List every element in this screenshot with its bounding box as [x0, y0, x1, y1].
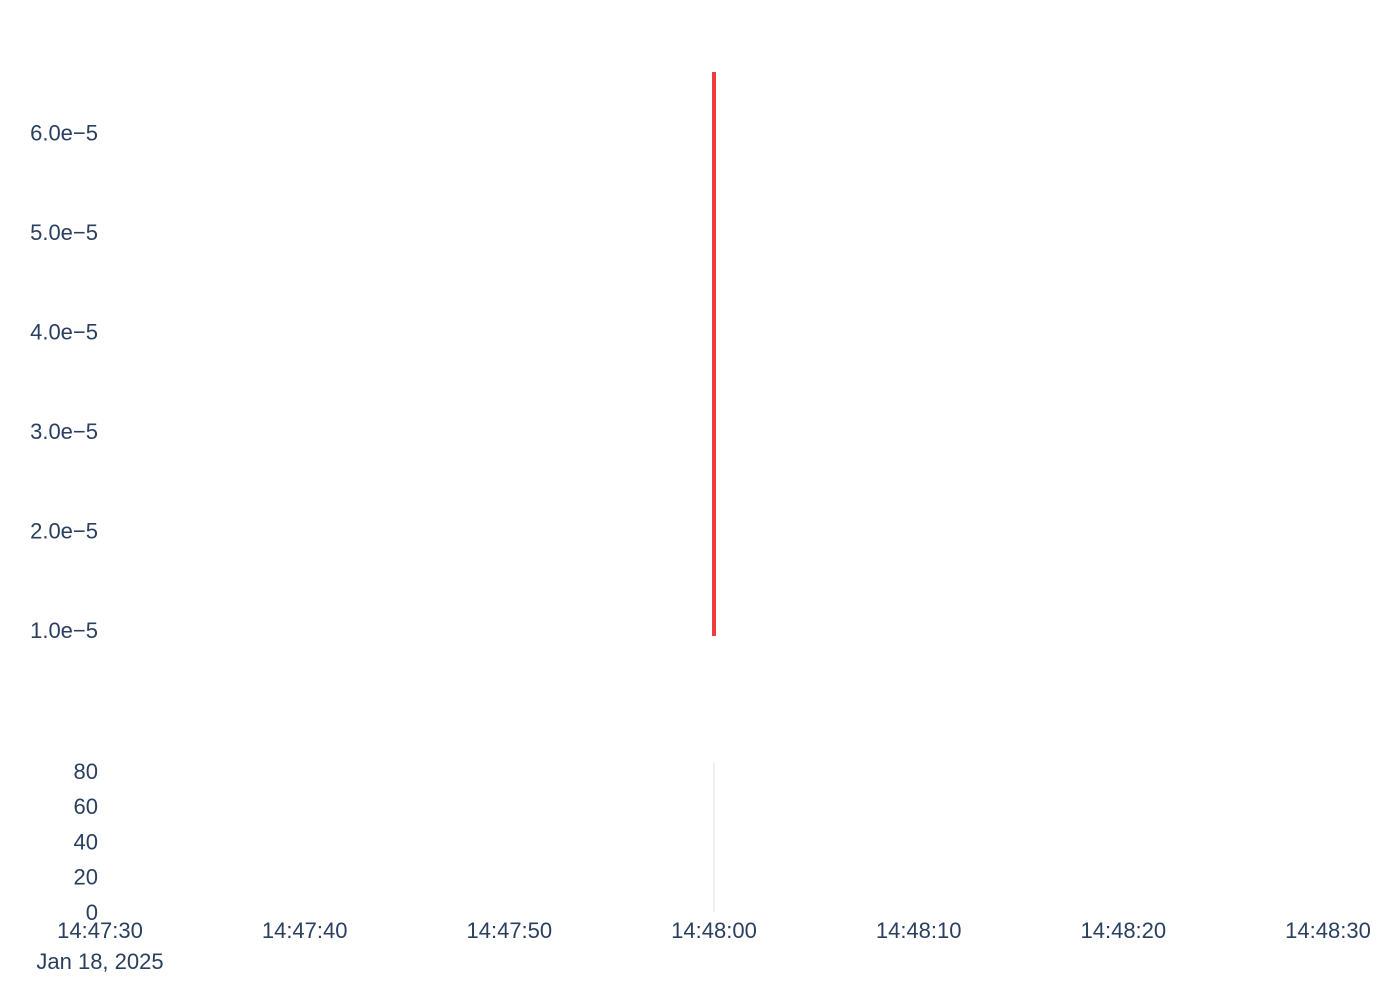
volume-panel: 0 20 40 60 80 [74, 759, 715, 925]
volume-y-tick-label: 0 [86, 900, 98, 925]
x-tick-label: 14:47:30 [57, 918, 143, 943]
price-y-axis: 1.0e−5 2.0e−5 3.0e−5 4.0e−5 5.0e−5 6.0e−5 [30, 121, 98, 643]
volume-y-axis: 0 20 40 60 80 [74, 759, 98, 925]
volume-y-tick-label: 20 [74, 865, 98, 890]
price-y-tick-label: 6.0e−5 [30, 121, 98, 146]
price-y-tick-label: 5.0e−5 [30, 220, 98, 245]
x-tick-label: 14:48:20 [1081, 918, 1167, 943]
volume-y-tick-label: 40 [74, 829, 98, 854]
x-date-label: Jan 18, 2025 [36, 949, 163, 974]
price-y-tick-label: 4.0e−5 [30, 320, 98, 345]
volume-y-tick-label: 60 [74, 794, 98, 819]
x-tick-label: 14:47:50 [467, 918, 553, 943]
price-y-tick-label: 3.0e−5 [30, 419, 98, 444]
time-x-axis: 14:47:30 14:47:40 14:47:50 14:48:00 14:48:10… [36, 918, 1370, 974]
price-y-tick-label: 2.0e−5 [30, 519, 98, 544]
price-y-tick-label: 1.0e−5 [30, 618, 98, 643]
volume-y-tick-label: 80 [74, 759, 98, 784]
price-panel: 1.0e−5 2.0e−5 3.0e−5 4.0e−5 5.0e−5 6.0e−5 [30, 72, 716, 643]
x-tick-label: 14:48:30 [1285, 918, 1371, 943]
x-tick-label: 14:48:10 [876, 918, 962, 943]
x-tick-label: 14:48:00 [671, 918, 757, 943]
x-tick-label: 14:47:40 [262, 918, 348, 943]
x-tick-labels: 14:47:30 14:47:40 14:47:50 14:48:00 14:48:10… [57, 918, 1371, 943]
